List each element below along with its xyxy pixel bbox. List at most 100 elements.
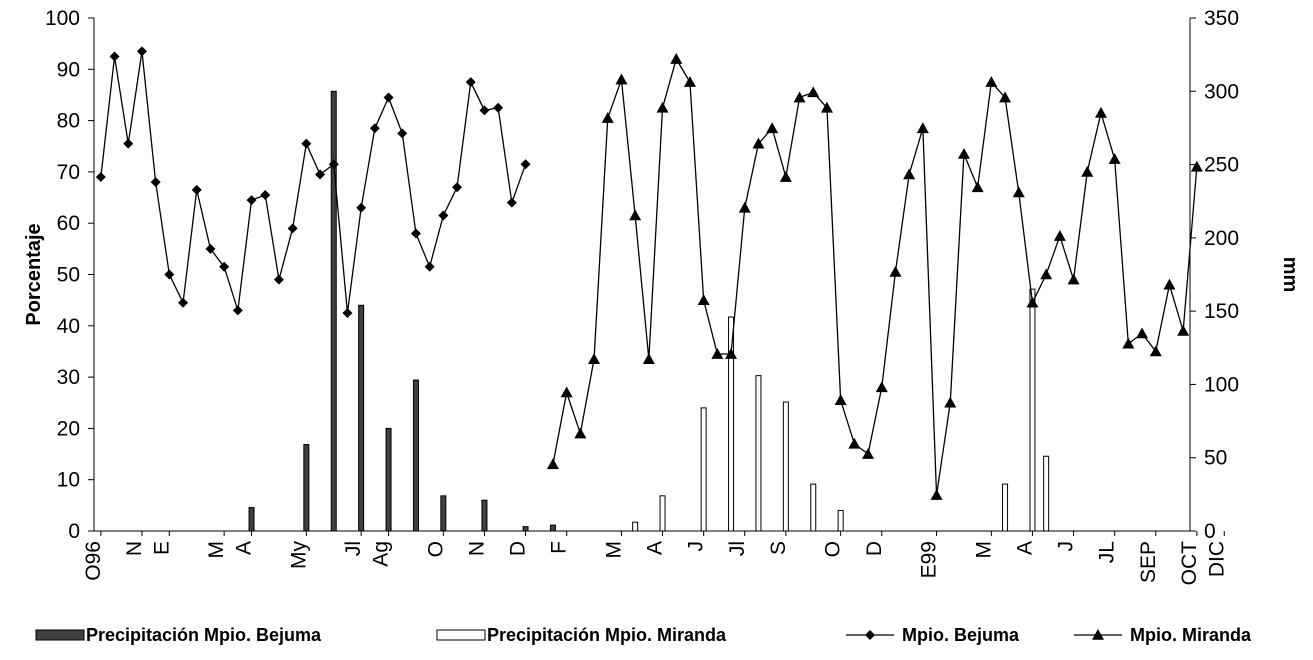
x-tick-label: N: [123, 541, 146, 556]
x-tick-label: M: [972, 541, 995, 559]
point: [670, 53, 683, 64]
y2-tick-label: 200: [1204, 227, 1239, 250]
point: [520, 159, 531, 170]
point: [95, 172, 106, 183]
bar: [810, 483, 817, 532]
series-line: [100, 51, 527, 314]
point: [1094, 106, 1107, 118]
point: [369, 123, 380, 134]
y-tick-label: 90: [57, 58, 80, 81]
point: [136, 46, 147, 57]
point: [150, 177, 161, 188]
point: [834, 394, 847, 405]
point: [1053, 230, 1066, 241]
x-tick-label: OCT: [1178, 541, 1201, 586]
point: [452, 182, 463, 193]
point: [957, 147, 970, 159]
bar: [1029, 288, 1036, 532]
y-tick-label: 60: [57, 212, 80, 235]
point: [1081, 165, 1094, 177]
point: [865, 630, 875, 640]
point: [506, 197, 517, 208]
legend-label: Mpio. Miranda: [1130, 625, 1252, 645]
bar: [1043, 455, 1050, 532]
bar: [481, 499, 488, 532]
x-tick-label: M: [602, 541, 625, 559]
x-tick-label: D: [863, 541, 886, 556]
legend-label: Precipitación Mpio. Miranda: [487, 625, 727, 645]
y-axis-title: Porcentaje: [23, 223, 45, 325]
x-tick-label: Ag: [370, 541, 393, 567]
x-tick-label: F: [548, 541, 571, 554]
point: [356, 202, 367, 213]
x-tick-label: A: [1013, 541, 1036, 555]
point: [1067, 273, 1080, 285]
point: [383, 92, 394, 103]
point: [766, 122, 779, 134]
point: [560, 386, 573, 398]
y2-tick-label: 300: [1204, 80, 1239, 103]
bar: [412, 379, 419, 532]
point: [328, 159, 339, 170]
point: [574, 427, 587, 439]
point: [807, 86, 820, 98]
point: [273, 274, 284, 285]
x-tick-label: Jl: [726, 541, 749, 556]
point: [930, 489, 943, 500]
legend-swatch: [35, 629, 85, 641]
x-tick-label: N: [465, 541, 488, 556]
point: [546, 458, 559, 470]
point: [219, 261, 230, 272]
bar: [248, 507, 255, 532]
x-tick-label: E: [150, 541, 173, 555]
bar: [1002, 483, 1009, 532]
bar: [659, 495, 666, 532]
point: [848, 437, 861, 449]
point: [862, 448, 875, 459]
point: [683, 76, 696, 87]
x-tick-label: O: [424, 541, 447, 557]
point: [1177, 324, 1190, 336]
point: [342, 307, 353, 318]
bar: [755, 375, 762, 532]
point: [1012, 186, 1025, 198]
point: [178, 297, 189, 308]
y-tick-label: 80: [57, 110, 80, 133]
series-line: [552, 57, 1198, 496]
bar: [440, 495, 447, 532]
y2-axis-title: mm: [1279, 257, 1301, 293]
x-tick-label: J: [685, 541, 708, 552]
point: [916, 122, 929, 134]
point: [438, 210, 449, 221]
point: [725, 348, 738, 359]
point: [697, 294, 710, 305]
point: [889, 265, 902, 277]
point: [1122, 337, 1135, 349]
point: [752, 137, 765, 149]
point: [1136, 327, 1149, 339]
point: [1190, 160, 1203, 172]
x-tick-label: JL: [1096, 541, 1119, 563]
y-tick-label: 70: [57, 161, 80, 184]
bar: [522, 526, 529, 532]
point: [232, 305, 243, 316]
x-tick-label: J: [1055, 541, 1078, 552]
y2-tick-label: 50: [1204, 447, 1227, 470]
x-tick-label: My: [287, 541, 310, 569]
point: [903, 168, 916, 180]
bar: [549, 524, 556, 532]
point: [205, 243, 216, 254]
point: [1108, 153, 1121, 164]
point: [397, 128, 408, 139]
point: [875, 381, 888, 393]
x-tick-label: Jl: [342, 541, 365, 556]
y2-tick-label: 250: [1204, 154, 1239, 177]
bar: [837, 509, 844, 532]
x-tick-label: SEP: [1137, 541, 1160, 583]
legend-swatch: [436, 629, 486, 641]
y2-tick-label: 350: [1204, 7, 1239, 30]
point: [642, 353, 655, 364]
point: [246, 195, 257, 206]
point: [999, 91, 1012, 103]
